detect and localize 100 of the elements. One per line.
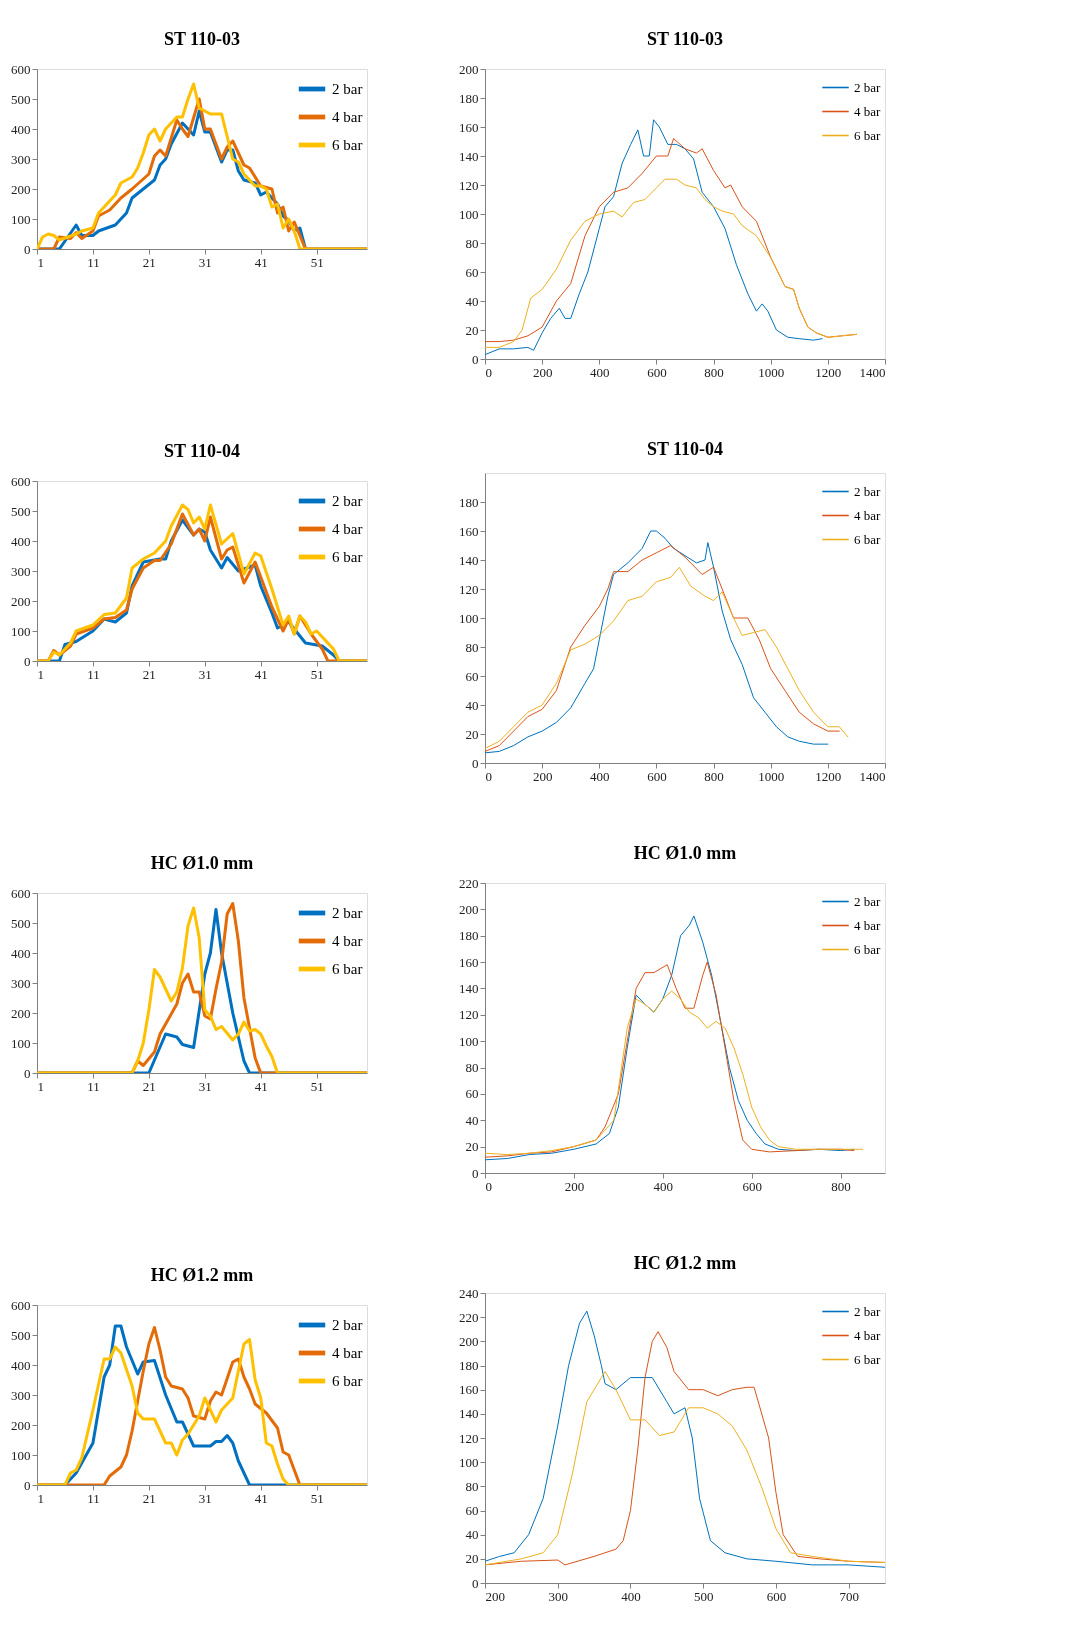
x-tick-label: 200 — [532, 768, 553, 784]
y-tick-label: 400 — [11, 945, 31, 961]
y-tick-label: 600 — [11, 1297, 31, 1313]
x-tick-label: 0 — [485, 768, 492, 784]
x-tick-label: 51 — [310, 254, 324, 270]
legend-label: 4 bar — [332, 1345, 363, 1361]
x-tick-label: 31 — [198, 1078, 212, 1094]
x-tick-label: 400 — [621, 1588, 641, 1604]
y-tick-label: 500 — [11, 1327, 31, 1343]
y-tick-label: 160 — [459, 523, 479, 539]
y-tick-label: 300 — [11, 975, 31, 991]
legend-label: 4 bar — [332, 521, 363, 537]
x-tick-label: 500 — [693, 1588, 714, 1604]
y-tick-label: 120 — [459, 1430, 479, 1446]
x-tick-label: 400 — [653, 1178, 674, 1194]
y-tick-label: 100 — [11, 1447, 31, 1463]
y-tick-label: 180 — [459, 494, 479, 510]
chart-title: HC Ø1.0 mm — [150, 853, 254, 873]
y-tick-label: 40 — [465, 293, 479, 309]
x-tick-label: 600 — [647, 768, 667, 784]
x-tick-label: 1400 — [859, 364, 886, 380]
y-tick-label: 220 — [459, 1309, 479, 1325]
y-tick-label: 20 — [465, 322, 479, 338]
y-tick-label: 40 — [465, 1527, 479, 1543]
y-tick-label: 140 — [459, 1406, 479, 1422]
x-tick-label: 1200 — [815, 768, 842, 784]
legend-label: 4 bar — [854, 103, 882, 119]
chart-title: ST 110-03 — [163, 29, 241, 49]
y-tick-label: 80 — [465, 1478, 479, 1494]
y-tick-label: 500 — [11, 91, 31, 107]
x-tick-label: 700 — [839, 1588, 859, 1604]
y-tick-label: 60 — [465, 1503, 479, 1518]
line-series — [485, 961, 855, 1158]
x-tick-label: 31 — [198, 666, 212, 682]
x-tick-label: 31 — [198, 1490, 212, 1506]
x-tick-label: 1 — [37, 1490, 44, 1506]
y-tick-label: 0 — [24, 653, 31, 669]
x-tick-label: 800 — [831, 1178, 851, 1194]
y-tick-label: 160 — [459, 954, 479, 970]
y-tick-label: 180 — [459, 928, 479, 944]
y-tick-label: 160 — [459, 119, 479, 135]
x-tick-label: 31 — [198, 254, 212, 270]
y-tick-label: 80 — [465, 639, 479, 655]
line-series — [485, 990, 864, 1156]
line-series — [485, 1371, 885, 1566]
x-tick-label: 200 — [532, 364, 553, 380]
y-tick-label: 40 — [465, 697, 479, 713]
y-tick-label: 100 — [11, 211, 31, 227]
y-tick-label: 400 — [11, 121, 31, 137]
legend-label: 2 bar — [854, 893, 882, 909]
y-tick-label: 60 — [465, 264, 479, 280]
x-tick-label: 0 — [485, 364, 492, 380]
x-tick-label: 800 — [704, 364, 724, 380]
y-tick-label: 500 — [11, 503, 31, 519]
legend-label: 2 bar — [332, 905, 363, 921]
x-tick-label: 1 — [37, 1078, 44, 1094]
x-tick-label: 11 — [87, 666, 100, 682]
y-tick-label: 200 — [11, 181, 31, 197]
chart-title: HC Ø1.0 mm — [633, 843, 737, 863]
y-tick-label: 100 — [459, 1454, 479, 1470]
x-tick-label: 1400 — [859, 768, 886, 784]
y-tick-label: 200 — [11, 593, 31, 609]
y-tick-label: 0 — [472, 755, 479, 771]
x-tick-label: 21 — [142, 666, 156, 682]
y-tick-label: 240 — [459, 1285, 479, 1301]
chart-title: ST 110-04 — [646, 439, 724, 459]
x-tick-label: 200 — [485, 1588, 505, 1604]
y-tick-label: 300 — [11, 563, 31, 579]
y-tick-label: 200 — [459, 61, 479, 77]
y-tick-label: 120 — [459, 581, 479, 597]
line-series — [485, 119, 823, 356]
y-tick-label: 120 — [459, 1007, 479, 1023]
y-tick-label: 40 — [465, 1112, 479, 1128]
x-tick-label: 1000 — [758, 364, 785, 380]
chart-title: HC Ø1.2 mm — [150, 1265, 254, 1285]
x-tick-label: 200 — [564, 1178, 585, 1194]
x-tick-label: 11 — [87, 1490, 100, 1506]
legend-label: 4 bar — [854, 1327, 882, 1343]
x-tick-label: 1000 — [758, 768, 785, 784]
legend-label: 6 bar — [854, 1351, 882, 1367]
x-tick-label: 1 — [37, 254, 44, 270]
y-tick-label: 200 — [459, 1333, 479, 1349]
y-tick-label: 180 — [459, 1358, 479, 1373]
chart-title: ST 110-04 — [163, 441, 241, 461]
y-tick-label: 140 — [459, 552, 479, 568]
y-tick-label: 200 — [11, 1005, 31, 1021]
y-tick-label: 600 — [11, 473, 31, 489]
y-tick-label: 20 — [465, 1139, 479, 1155]
legend-label: 4 bar — [332, 933, 363, 949]
y-tick-label: 140 — [459, 148, 479, 164]
y-tick-label: 100 — [459, 206, 479, 222]
legend-label: 2 bar — [854, 483, 882, 499]
x-tick-label: 21 — [142, 254, 156, 270]
x-tick-label: 300 — [548, 1588, 568, 1604]
x-tick-label: 1200 — [815, 364, 842, 380]
x-tick-label: 11 — [87, 254, 100, 270]
x-tick-label: 21 — [142, 1078, 156, 1094]
y-tick-label: 20 — [465, 726, 479, 742]
legend-label: 6 bar — [332, 137, 363, 153]
y-tick-label: 60 — [465, 1086, 479, 1102]
